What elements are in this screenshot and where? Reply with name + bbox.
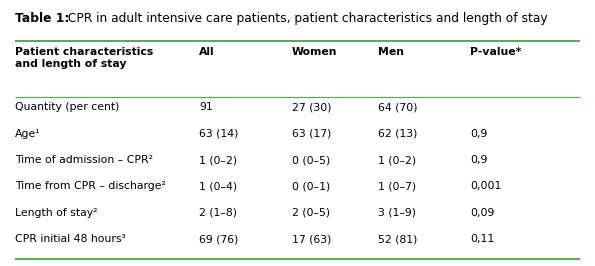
Text: Patient characteristics
and length of stay: Patient characteristics and length of st… [15, 47, 153, 69]
Text: 3 (1–9): 3 (1–9) [378, 208, 416, 218]
Text: 27 (30): 27 (30) [292, 102, 331, 113]
Text: Time from CPR – discharge²: Time from CPR – discharge² [15, 181, 166, 192]
Text: 63 (17): 63 (17) [292, 129, 331, 139]
Text: 2 (0–5): 2 (0–5) [292, 208, 330, 218]
Text: 1 (0–4): 1 (0–4) [199, 181, 237, 192]
Text: 1 (0–2): 1 (0–2) [378, 155, 416, 165]
Text: 52 (81): 52 (81) [378, 234, 417, 244]
Text: P-value*: P-value* [470, 47, 521, 57]
Text: Time of admission – CPR²: Time of admission – CPR² [15, 155, 153, 165]
Text: 0 (0–5): 0 (0–5) [292, 155, 330, 165]
Text: CPR initial 48 hours³: CPR initial 48 hours³ [15, 234, 126, 244]
Text: Men: Men [378, 47, 404, 57]
Text: 2 (1–8): 2 (1–8) [199, 208, 237, 218]
Text: 63 (14): 63 (14) [199, 129, 239, 139]
Text: 69 (76): 69 (76) [199, 234, 239, 244]
Text: Length of stay²: Length of stay² [15, 208, 98, 218]
Text: All: All [199, 47, 215, 57]
Text: CPR in adult intensive care patients, patient characteristics and length of stay: CPR in adult intensive care patients, pa… [64, 12, 547, 25]
Text: Quantity (per cent): Quantity (per cent) [15, 102, 119, 113]
Text: 0,09: 0,09 [470, 208, 494, 218]
Text: 0,9: 0,9 [470, 129, 487, 139]
Text: 1 (0–7): 1 (0–7) [378, 181, 416, 192]
Text: 0,11: 0,11 [470, 234, 494, 244]
Text: Table 1:: Table 1: [15, 12, 69, 25]
Text: 1 (0–2): 1 (0–2) [199, 155, 237, 165]
Text: Women: Women [292, 47, 337, 57]
Text: 64 (70): 64 (70) [378, 102, 417, 113]
Text: 62 (13): 62 (13) [378, 129, 417, 139]
Text: 0 (0–1): 0 (0–1) [292, 181, 330, 192]
Text: 0,001: 0,001 [470, 181, 502, 192]
Text: Age¹: Age¹ [15, 129, 40, 139]
Text: 0,9: 0,9 [470, 155, 487, 165]
Text: 17 (63): 17 (63) [292, 234, 331, 244]
Text: 91: 91 [199, 102, 213, 113]
